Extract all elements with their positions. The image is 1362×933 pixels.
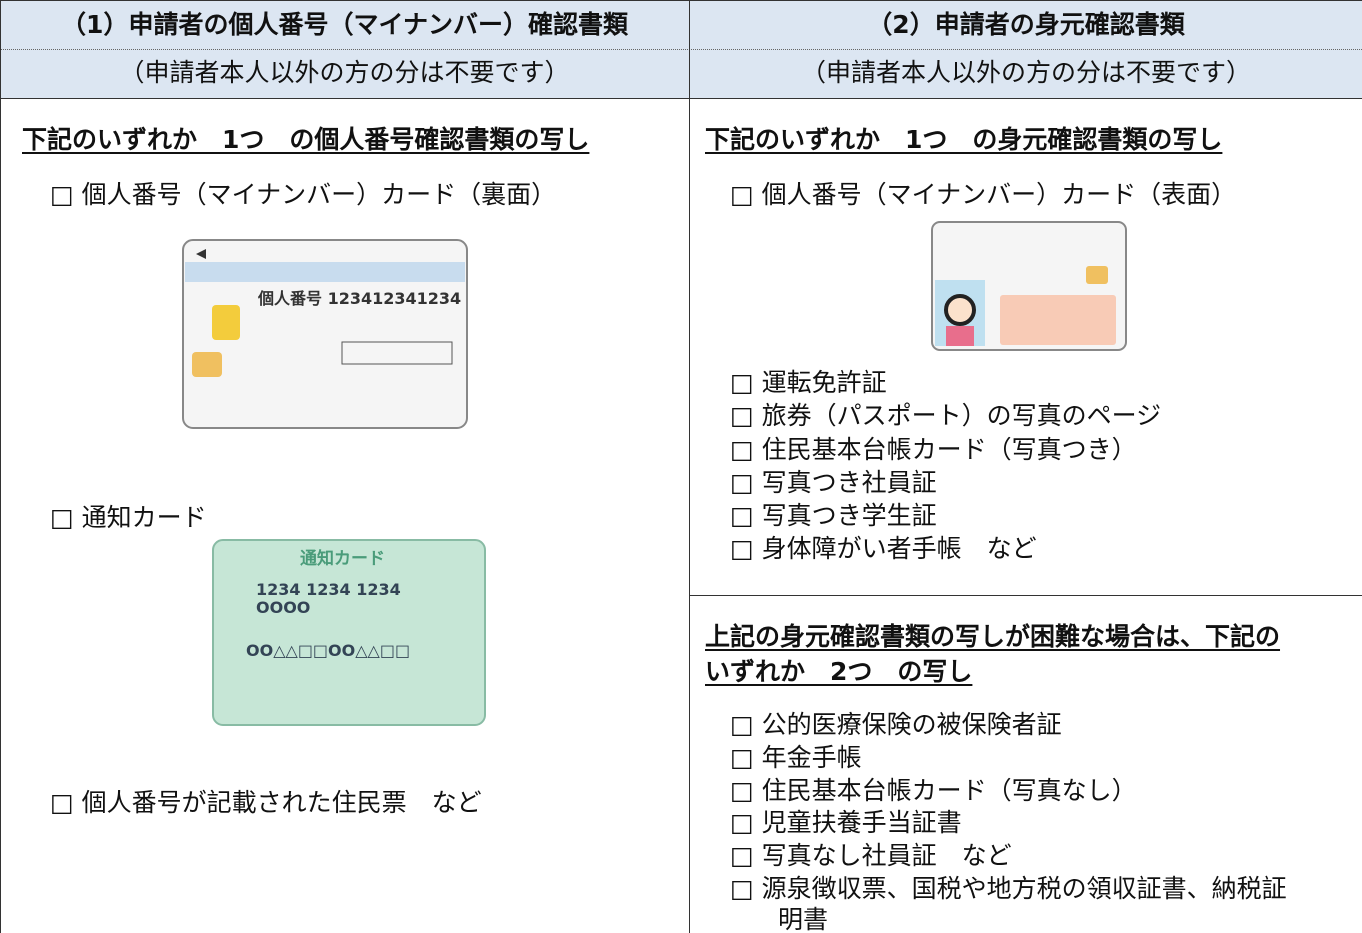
card-address: OO△△□□OO△△□□ — [246, 641, 410, 660]
checklist-item: □ 身体障がい者手帳 など — [730, 534, 1037, 563]
header-divider — [0, 49, 1362, 50]
section-heading: いずれか 2つ の写し — [705, 657, 973, 686]
card-number: 1234 1234 1234 — [256, 580, 401, 599]
checklist-item: □ 個人番号が記載された住民票 など — [50, 788, 482, 817]
column-note: （申請者本人以外の方の分は不要です） — [800, 58, 1251, 87]
checklist-item: □ 旅券（パスポート）の写真のページ — [730, 401, 1162, 430]
checklist-item: □ 写真つき学生証 — [730, 501, 937, 530]
card-front — [931, 221, 1127, 351]
card-name: OOOO — [256, 598, 310, 617]
row-line — [0, 98, 1362, 99]
checklist-item: 明書 — [778, 905, 829, 933]
section-heading: 下記のいずれか 1つ の個人番号確認書類の写し — [22, 125, 590, 154]
checklist-item: □ 運転免許証 — [730, 368, 887, 397]
column-header: （2）申請者の身元確認書類 — [867, 10, 1185, 39]
checklist-item: □ 個人番号（マイナンバー）カード（裏面） — [50, 180, 557, 209]
checklist-item: □ 住民基本台帳カード（写真つき） — [730, 435, 1137, 464]
checklist-item: □ 児童扶養手当証書 — [730, 808, 962, 837]
card-number: 個人番号 123412341234 — [257, 289, 461, 308]
checklist-item: □ 通知カード — [50, 503, 207, 532]
checklist-item: □ 写真なし社員証 など — [730, 841, 1012, 870]
checklist-item: □ 住民基本台帳カード（写真なし） — [730, 776, 1137, 805]
section-line — [689, 595, 1362, 596]
checklist-item: □ 年金手帳 — [730, 743, 862, 772]
checklist-item: □ 個人番号（マイナンバー）カード（表面） — [730, 180, 1237, 209]
column-note: （申請者本人以外の方の分は不要です） — [119, 58, 570, 87]
checklist-item: □ 公的医療保険の被保険者証 — [730, 710, 1062, 739]
checklist-item: □ 源泉徴収票、国税や地方税の領収証書、納税証 — [730, 874, 1287, 903]
column-header: （1）申請者の個人番号（マイナンバー）確認書類 — [61, 10, 628, 39]
column-line — [689, 0, 690, 933]
section-heading: 上記の身元確認書類の写しが困難な場合は、下記の — [705, 622, 1281, 651]
section-heading: 下記のいずれか 1つ の身元確認書類の写し — [705, 125, 1223, 154]
card-back: 個人番号 123412341234 — [182, 239, 468, 429]
card-notice: 通知カード 1234 1234 1234 OOOO OO△△□□OO△△□□ — [212, 539, 486, 726]
checklist-item: □ 写真つき社員証 — [730, 468, 937, 497]
card-title: 通知カード — [300, 548, 385, 569]
